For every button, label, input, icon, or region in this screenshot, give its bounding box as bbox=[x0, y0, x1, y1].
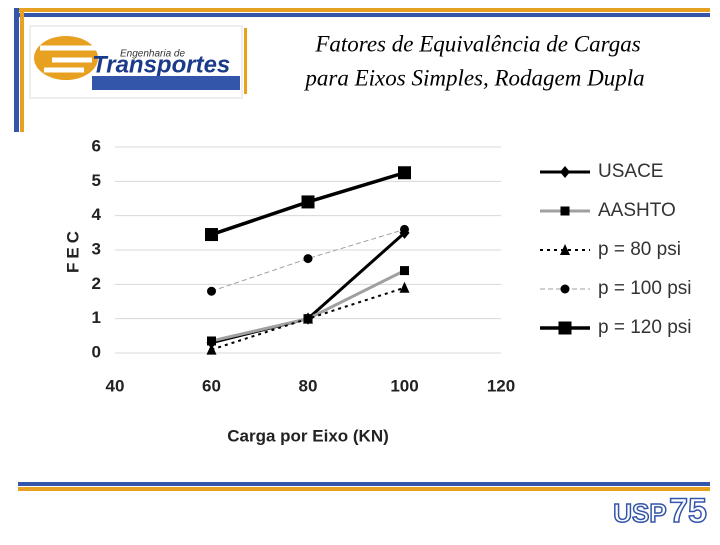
bottom-border-orange bbox=[18, 487, 710, 491]
x-tick-label: 100 bbox=[390, 376, 418, 395]
legend-marker-shape bbox=[560, 244, 570, 255]
legend-label: AASHTO bbox=[598, 200, 676, 221]
series-line bbox=[211, 269, 406, 343]
y-tick-label: 0 bbox=[92, 342, 101, 361]
marker bbox=[400, 266, 409, 276]
bottom-border-blue bbox=[18, 482, 710, 486]
marker bbox=[205, 228, 218, 242]
marker bbox=[303, 312, 313, 324]
logo-line1: Engenharia de bbox=[120, 49, 185, 60]
legend-marker-shape bbox=[560, 206, 570, 216]
y-tick-label: 1 bbox=[92, 308, 101, 327]
y-tick-label: 4 bbox=[92, 205, 102, 224]
legend-marker-shape bbox=[560, 284, 570, 294]
logo-line2: Transportes bbox=[92, 51, 230, 78]
legend-label: p = 120 psi bbox=[598, 317, 692, 338]
left-border-orange bbox=[20, 8, 24, 132]
series-line bbox=[211, 286, 405, 351]
marker bbox=[206, 343, 217, 355]
marker bbox=[398, 166, 411, 180]
left-border-blue bbox=[14, 8, 19, 132]
legend-marker bbox=[558, 321, 572, 335]
legend-marker-shape bbox=[558, 321, 572, 335]
marker bbox=[399, 281, 410, 293]
legend-marker bbox=[560, 244, 570, 255]
legend-label: p = 80 psi bbox=[598, 239, 681, 260]
top-border-blue bbox=[18, 13, 710, 17]
y-tick-label: 5 bbox=[92, 171, 101, 190]
footer-logo: USP 75 bbox=[613, 491, 708, 531]
marker bbox=[400, 224, 409, 234]
logo-divider bbox=[244, 28, 247, 94]
x-tick-label: 40 bbox=[106, 376, 125, 395]
y-tick-label: 6 bbox=[92, 136, 101, 155]
logo-stripes bbox=[40, 45, 96, 73]
legend-marker-shape bbox=[560, 166, 570, 178]
marker bbox=[207, 286, 216, 296]
logo-bar bbox=[92, 76, 240, 90]
legend-marker bbox=[560, 284, 570, 294]
plot: 0 1 2 3 4 5 6 40 60 80 100 120 USACE AASHTO p = 80 psi… bbox=[92, 136, 692, 395]
title-line: Fatores de Equivalência de Cargas bbox=[314, 31, 640, 56]
x-tick-label: 60 bbox=[202, 376, 221, 395]
y-tick-label: 3 bbox=[92, 239, 101, 258]
legend-label: p = 100 psi bbox=[598, 278, 692, 299]
footer-logo-number: 75 bbox=[669, 492, 707, 530]
marker bbox=[207, 336, 216, 346]
footer-logo-name: USP bbox=[613, 498, 666, 528]
series-line bbox=[211, 228, 405, 292]
y-axis-label: FEC bbox=[63, 227, 82, 273]
legend-marker bbox=[560, 166, 570, 178]
title-line: para Eixos Simples, Rodagem Dupla bbox=[303, 65, 644, 90]
x-axis-label: Carga por Eixo (KN) bbox=[227, 426, 389, 445]
y-tick-label: 2 bbox=[92, 274, 101, 293]
marker bbox=[303, 254, 313, 264]
marker bbox=[301, 195, 315, 209]
x-tick-label: 80 bbox=[299, 376, 318, 395]
legend-label: USACE bbox=[598, 161, 663, 182]
x-tick-label: 120 bbox=[487, 376, 515, 395]
top-border-orange bbox=[18, 8, 710, 12]
series-line bbox=[211, 231, 406, 345]
logo: Engenharia de Transportes bbox=[29, 25, 247, 99]
legend-marker bbox=[560, 206, 570, 216]
